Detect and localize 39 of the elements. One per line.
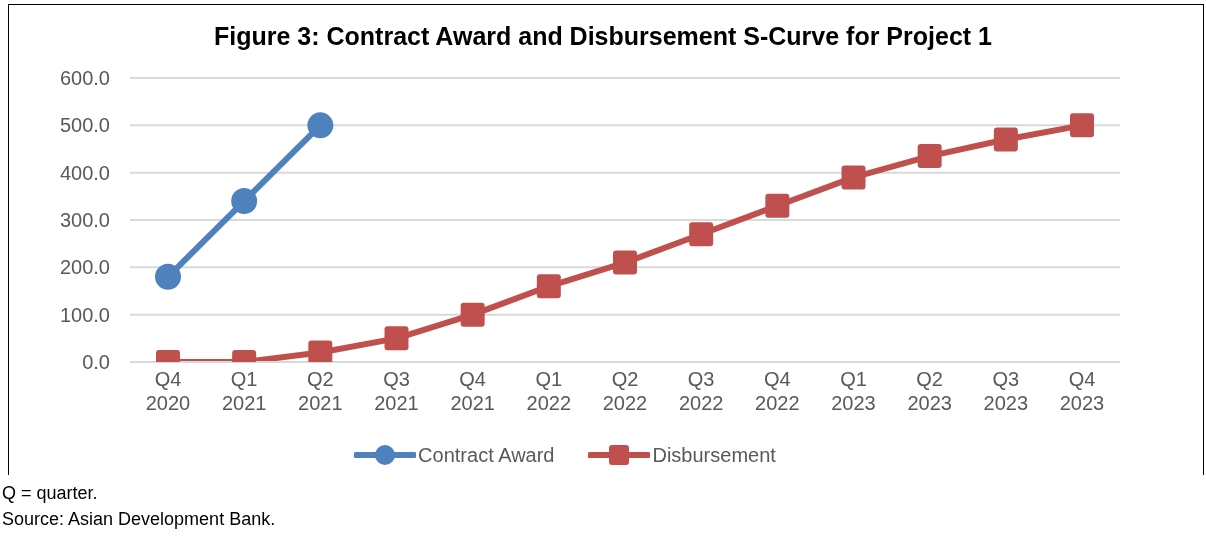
y-tick-label: 100.0: [59, 303, 110, 326]
legend-label: Disbursement: [652, 443, 776, 467]
point: [460, 302, 485, 327]
point: [231, 188, 258, 215]
y-tick-label: 0.0: [82, 351, 110, 374]
x-tick-label: Q2 2023: [907, 368, 952, 414]
x-tick-label: Q1 2022: [526, 368, 572, 414]
point: [155, 263, 181, 290]
x-tick-label: Q2 2022: [602, 368, 648, 414]
y-tick-label: 400.0: [59, 161, 110, 184]
point: [307, 112, 334, 139]
legend-label: Contract Award: [418, 443, 555, 467]
source-note: Source: Asian Development Bank.: [2, 508, 276, 531]
point: [765, 193, 790, 218]
x-tick-label: Q4 2023: [1059, 368, 1105, 414]
x-tick-label: Q4 2022: [755, 368, 800, 414]
point: [308, 340, 333, 362]
y-tick-label: 500.0: [59, 114, 110, 137]
x-tick-label: Q2 2021: [298, 368, 343, 414]
chart-title: Figure 3: Contract Award and Disbursement S-Curve for Project 1: [213, 22, 993, 51]
x-tick-label: Q1 2023: [831, 368, 876, 414]
point: [993, 127, 1018, 152]
point: [536, 274, 561, 299]
x-tick-label: Q3 2021: [374, 368, 419, 414]
x-tick-label: Q1 2021: [221, 368, 267, 414]
point: [689, 222, 714, 247]
x-tick-label: Q4 2020: [145, 368, 191, 414]
x-tick-label: Q3 2022: [678, 368, 724, 414]
y-tick-label: 200.0: [59, 256, 110, 279]
y-tick-label: 600.0: [59, 67, 110, 90]
x-tick-label: Q4 2021: [450, 368, 495, 414]
text: Q = quarter.: [2, 482, 99, 505]
point: [613, 250, 637, 275]
y-tick-label: 300.0: [59, 209, 110, 232]
point: [917, 144, 942, 169]
point: [384, 326, 409, 351]
x-tick-label: Q3 2023: [983, 368, 1029, 414]
point: [1070, 113, 1094, 138]
point: [841, 165, 866, 190]
